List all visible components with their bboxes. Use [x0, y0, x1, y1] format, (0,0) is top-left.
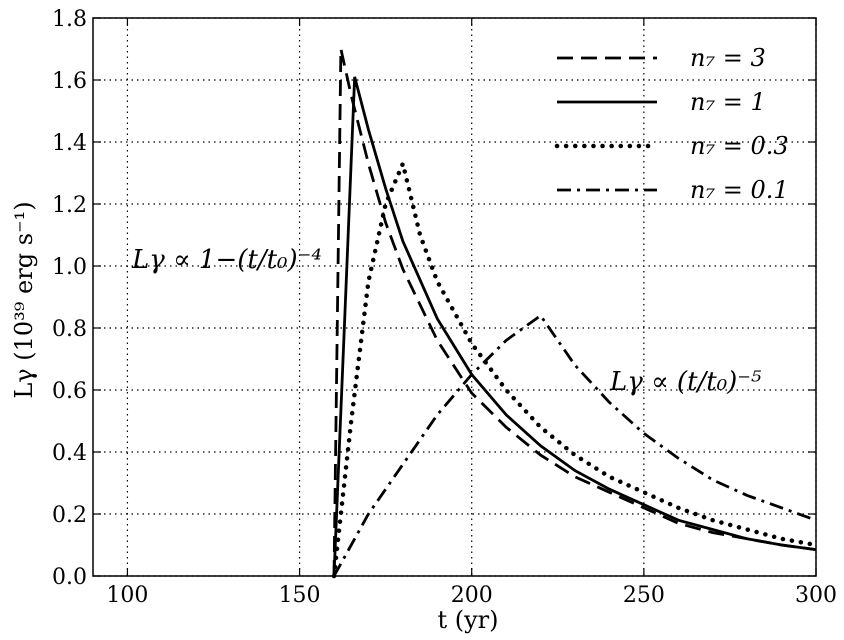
y-tick-label: 0.8 — [52, 317, 87, 342]
rise-annotation: Lγ ∝ 1−(t/t₀)⁻⁴ — [131, 245, 322, 275]
x-tick-label: 250 — [623, 583, 665, 608]
y-tick-label: 0.0 — [52, 565, 87, 590]
y-tick-label: 1.8 — [52, 7, 87, 32]
legend-label: n₇ = 1 — [690, 88, 766, 116]
series-line-dashdot — [332, 313, 817, 577]
series-lines — [331, 48, 819, 579]
x-axis-label: t (yr) — [437, 606, 498, 634]
ticks — [93, 17, 817, 577]
x-tick-label: 200 — [451, 583, 493, 608]
legend-label: n₇ = 0.1 — [690, 176, 789, 204]
y-tick-label: 1.6 — [52, 69, 87, 94]
x-tick-label: 300 — [795, 583, 837, 608]
y-axis-label: Lγ (10³⁹ erg s⁻¹) — [10, 201, 38, 398]
x-tick-label: 100 — [106, 583, 148, 608]
series-line-dashed — [332, 48, 817, 577]
legend-label: n₇ = 0.3 — [690, 132, 789, 160]
y-tick-label: 0.4 — [52, 441, 87, 466]
y-tick-label: 1.4 — [52, 131, 87, 156]
tick-labels: 100 150 200 250 300 0.0 0.2 0.4 0.6 0.8 1.0 1.2 1.4 1… — [52, 7, 837, 608]
y-tick-label: 1.0 — [52, 255, 87, 280]
series-line-dotted — [331, 156, 819, 579]
y-tick-label: 0.2 — [52, 503, 87, 528]
plot-frame — [92, 17, 817, 577]
legend: n₇ = 3 n₇ = 1 n₇ = 0.3 n₇ = 0.1 — [554, 44, 789, 204]
x-tick-label: 150 — [279, 583, 321, 608]
y-tick-label: 0.6 — [52, 379, 87, 404]
legend-label: n₇ = 3 — [690, 44, 766, 72]
series-line-solid — [332, 76, 817, 577]
decay-annotation: Lγ ∝ (t/t₀)⁻⁵ — [609, 367, 762, 397]
y-tick-label: 1.2 — [52, 193, 87, 218]
